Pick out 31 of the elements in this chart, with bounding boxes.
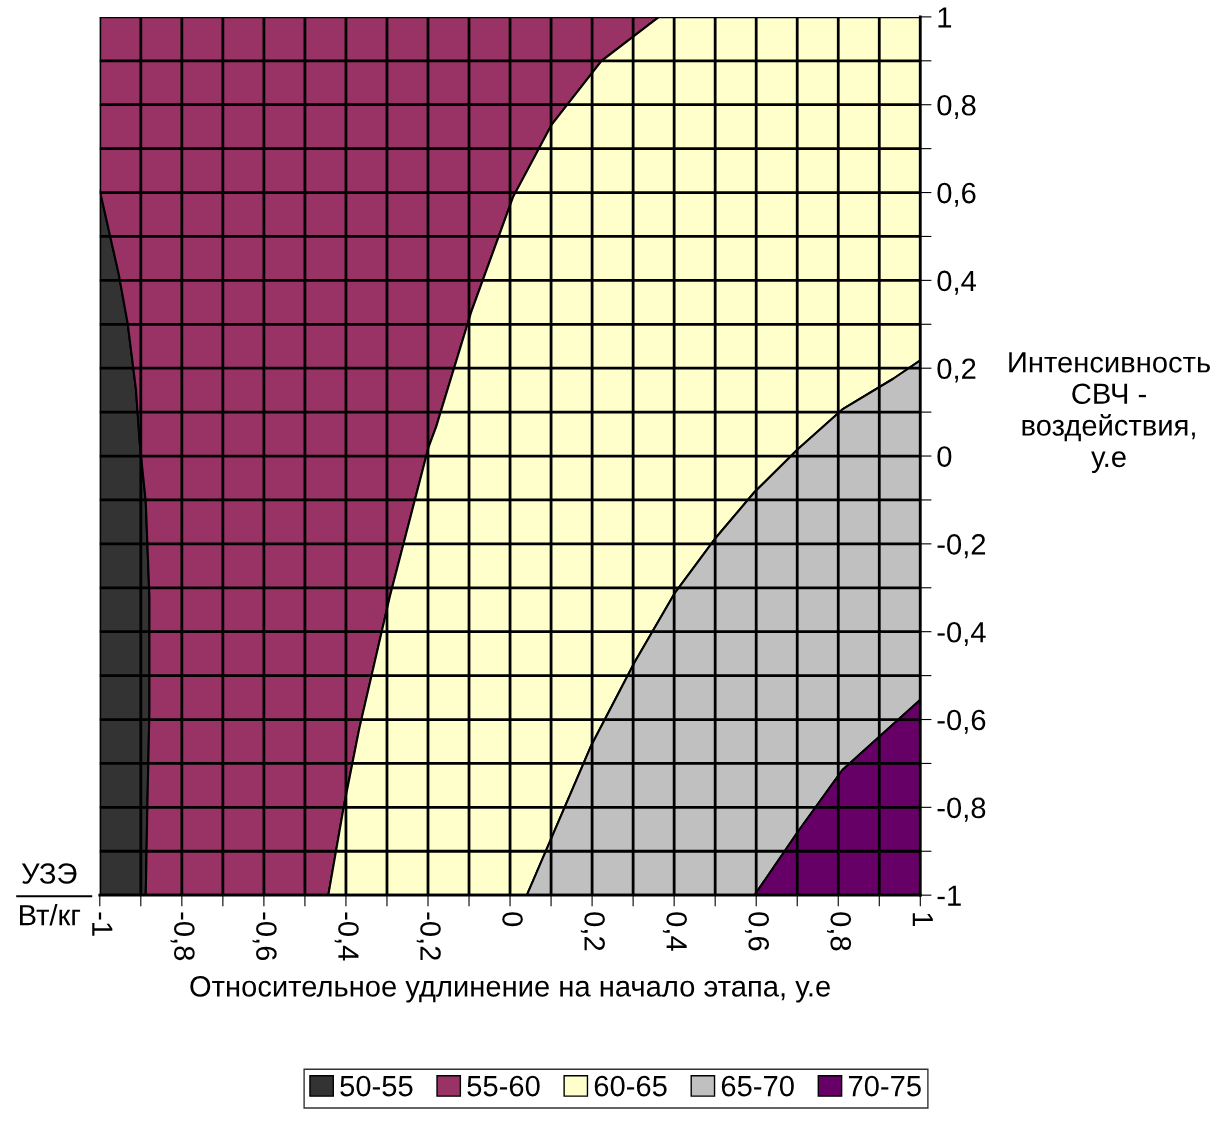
legend-label: 55-60 — [467, 1075, 540, 1097]
legend-label: 60-65 — [594, 1075, 667, 1097]
y-tick-label: 0,8 — [937, 94, 976, 120]
y-tick-label: -1 — [937, 885, 961, 906]
y-axis-title: Интенсивность СВЧ - воздействия, у.е — [1009, 352, 1210, 473]
y-tick-label: -0,4 — [937, 621, 986, 646]
x-tick-label: -1 — [92, 912, 113, 936]
x-tick-label: 0,4 — [662, 912, 687, 951]
x-tick-label: -0,4 — [334, 912, 359, 961]
y-tick-label: 0,4 — [937, 270, 976, 295]
x-tick-label: 0,8 — [826, 912, 852, 951]
x-axis-title: Относительное удлинение на начало этапа, у.е — [190, 976, 830, 1003]
text: УЗЭ — [21, 863, 77, 884]
legend-label: 65-70 — [721, 1075, 794, 1097]
x-tick-label: 0,2 — [580, 912, 605, 951]
text: Вт/кг — [20, 904, 81, 926]
x-tick-label: -0,2 — [416, 912, 441, 960]
x-tick-label: 0,6 — [744, 912, 770, 951]
x-tick-label: 0 — [502, 912, 523, 927]
y-tick-label: 0 — [937, 446, 952, 467]
y-tick-label: -0,8 — [937, 797, 986, 822]
legend-label: 50-55 — [340, 1075, 413, 1097]
x-tick-label: -0,6 — [252, 912, 277, 961]
y-tick-label: 0,6 — [937, 182, 976, 207]
legend-label: 70-75 — [848, 1075, 921, 1097]
x-tick-label: 1 — [912, 913, 933, 926]
y-tick-label: 0,2 — [937, 358, 976, 383]
y-tick-label: 1 — [938, 7, 952, 28]
y-tick-label: -0,2 — [937, 534, 986, 559]
y-tick-label: -0,6 — [937, 709, 986, 734]
x-tick-label: -0,8 — [170, 912, 195, 961]
